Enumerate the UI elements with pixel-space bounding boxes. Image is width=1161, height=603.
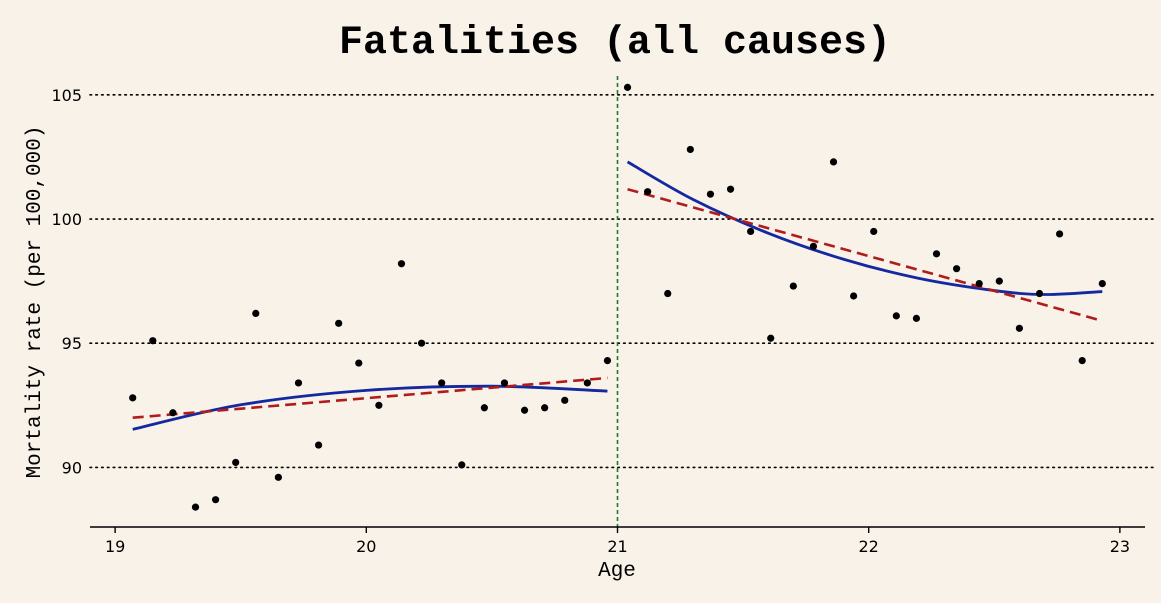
data-point [726, 185, 735, 193]
data-point [417, 339, 426, 347]
data-point [294, 379, 303, 387]
data-point [1098, 279, 1106, 288]
data-point [480, 404, 488, 412]
data-point [995, 277, 1003, 285]
data-point [520, 406, 529, 414]
data-point [397, 260, 406, 268]
quadratic-fit-line [132, 384, 608, 431]
x-tick-label: 22 [859, 537, 879, 556]
data-point [1055, 230, 1064, 238]
data-point [686, 145, 694, 154]
data-point [1078, 356, 1086, 365]
data-point [809, 242, 818, 250]
data-point [912, 314, 921, 322]
x-tick-label: 19 [105, 537, 125, 556]
x-tick-label: 21 [607, 537, 627, 556]
data-point [789, 282, 797, 290]
x-tick-label: 23 [1110, 537, 1130, 556]
x-ticks: 19 20 21 22 23 [105, 527, 1130, 556]
y-axis-label: Mortality rate (per 100,000) [24, 126, 47, 479]
data-point [541, 404, 549, 412]
data-point [149, 337, 157, 345]
data-point [623, 83, 632, 91]
data-point [355, 359, 363, 367]
y-tick-label: 100 [51, 210, 82, 229]
data-point [664, 289, 672, 298]
data-point [1015, 324, 1024, 332]
data-point [870, 227, 878, 236]
data-point [274, 473, 282, 481]
data-point [892, 312, 900, 320]
data-point [829, 158, 838, 166]
x-axis-label: Age [598, 560, 636, 583]
data-point [191, 503, 200, 511]
data-point [953, 265, 961, 273]
y-tick-label: 105 [51, 86, 82, 105]
linear-fit-line [132, 376, 608, 420]
quadratic-fit-line [626, 160, 1103, 296]
data-point [747, 227, 755, 236]
x-tick-label: 20 [356, 537, 376, 556]
data-point [644, 188, 652, 196]
data-point [232, 458, 240, 467]
data-point [129, 394, 137, 402]
data-point [932, 250, 941, 258]
data-point [767, 334, 775, 342]
linear-fit-line [627, 187, 1103, 323]
data-point [500, 379, 509, 387]
data-point [335, 319, 343, 327]
data-point [375, 401, 383, 409]
data-point [252, 309, 260, 318]
data-point [458, 461, 466, 469]
chart-title: Fatalities (all causes) [339, 21, 891, 66]
fit-lines [132, 160, 1103, 431]
data-point [603, 356, 612, 365]
data-point [850, 292, 858, 300]
data-point [211, 496, 220, 504]
data-point [314, 441, 323, 449]
data-point [706, 190, 715, 198]
y-tick-label: 95 [62, 334, 82, 353]
data-point [438, 379, 446, 387]
data-point [169, 409, 177, 417]
data-point [975, 279, 983, 288]
data-point [561, 396, 569, 404]
y-tick-label: 90 [62, 458, 82, 477]
y-ticks: 90 95 100 105 [51, 86, 82, 478]
data-point [1035, 289, 1044, 298]
data-point [583, 379, 591, 387]
data-points [129, 83, 1106, 511]
gridlines [89, 94, 1158, 469]
